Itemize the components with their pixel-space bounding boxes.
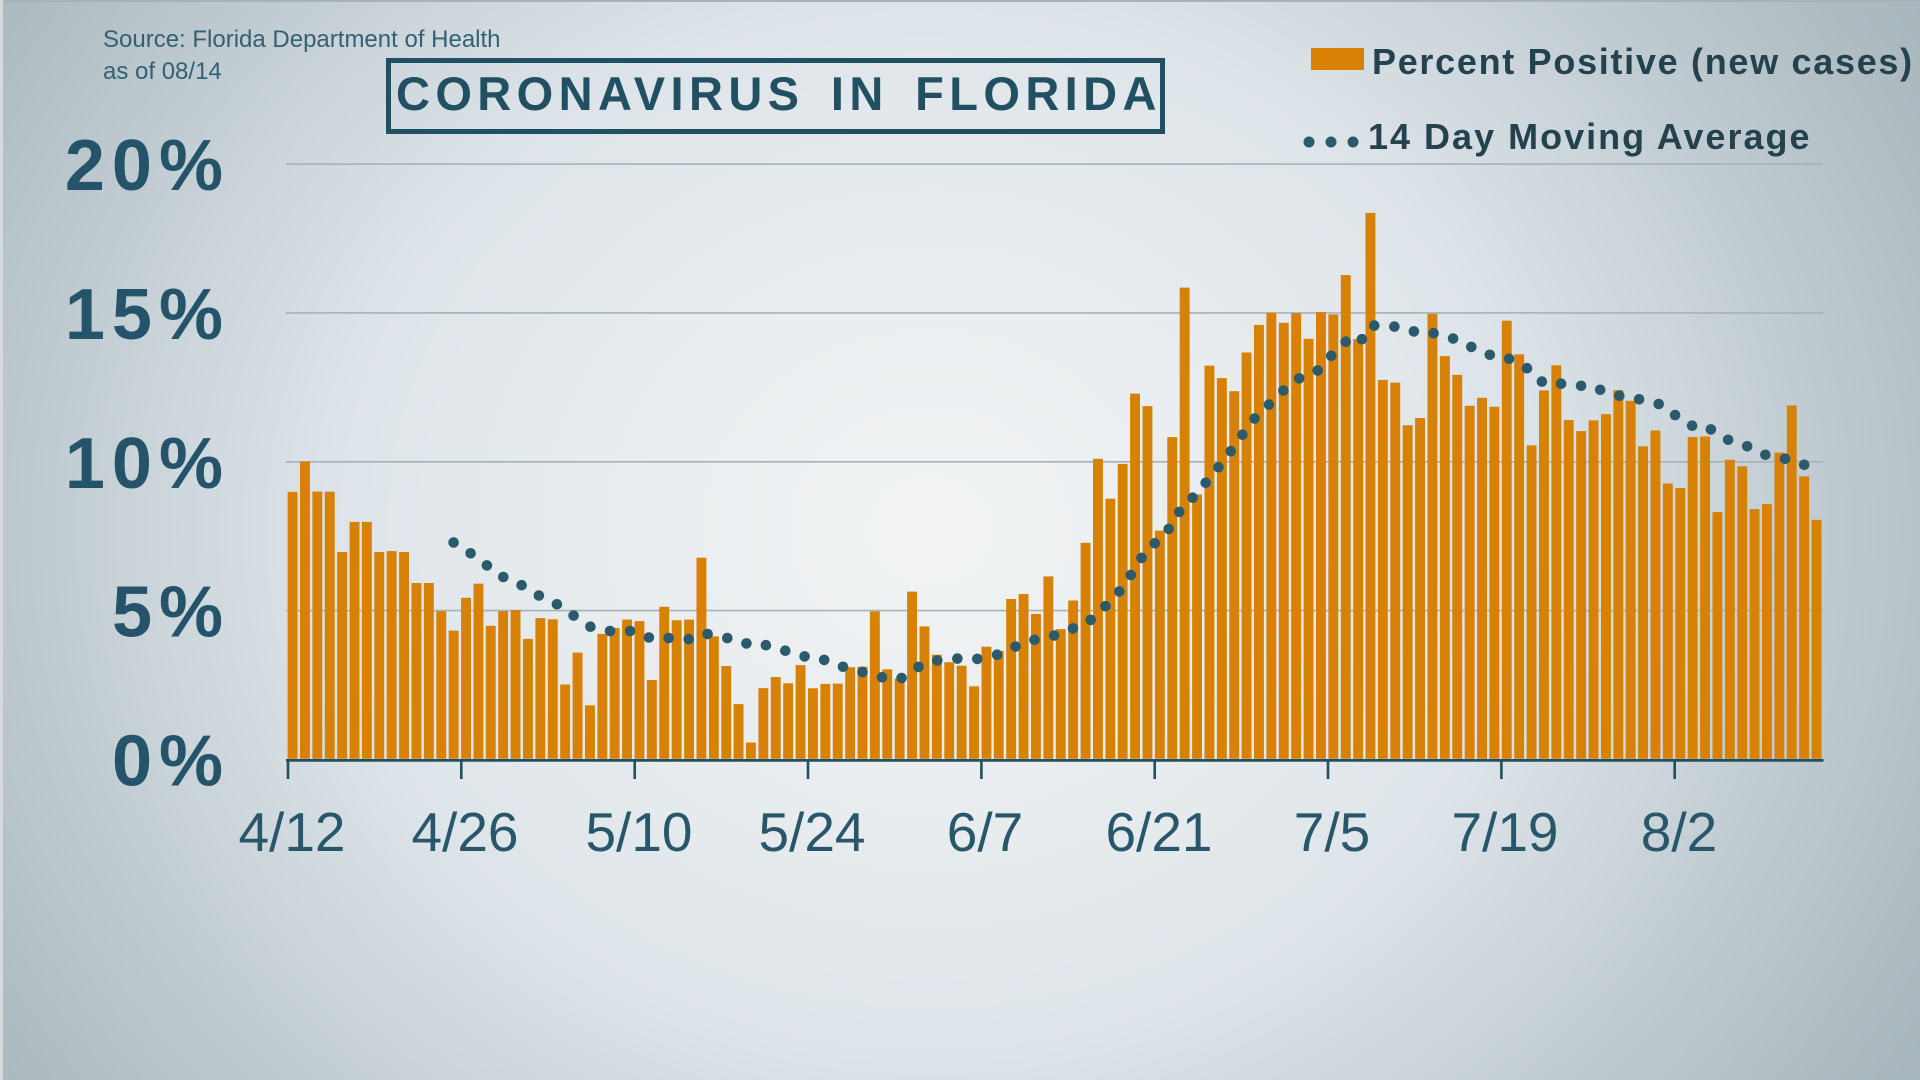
svg-text:10%: 10%	[65, 424, 230, 504]
svg-text:7/19: 7/19	[1451, 801, 1558, 863]
svg-text:0%: 0%	[112, 722, 230, 802]
svg-text:6/21: 6/21	[1105, 801, 1212, 863]
svg-text:15%: 15%	[65, 275, 230, 355]
svg-text:8/2: 8/2	[1641, 801, 1717, 863]
svg-text:7/5: 7/5	[1294, 801, 1370, 863]
svg-text:4/26: 4/26	[411, 801, 518, 863]
svg-text:5/10: 5/10	[585, 801, 692, 863]
svg-text:4/12: 4/12	[238, 801, 345, 863]
svg-text:6/7: 6/7	[947, 801, 1023, 863]
svg-text:5%: 5%	[112, 573, 230, 653]
svg-text:5/24: 5/24	[758, 801, 865, 863]
svg-text:20%: 20%	[65, 126, 230, 206]
